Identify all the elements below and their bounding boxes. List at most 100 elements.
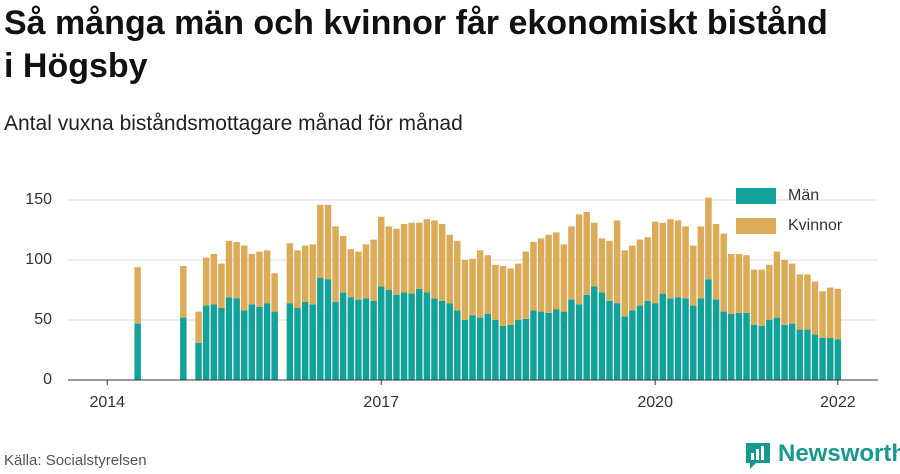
bar-segment — [804, 329, 811, 380]
legend-label: Män — [788, 187, 819, 204]
bar-segment — [347, 297, 355, 380]
bar-segment — [446, 234, 453, 304]
bar-segment — [202, 257, 210, 306]
bar-segment — [796, 329, 803, 380]
source: Källa: Socialstyrelsen — [4, 452, 147, 469]
bar-segment — [621, 316, 629, 380]
bar-segment — [781, 324, 788, 380]
bar-segment — [416, 222, 423, 289]
bar-segment — [225, 240, 233, 298]
bar-segment — [834, 288, 842, 340]
bar-segment — [492, 264, 499, 320]
bar-segment — [180, 317, 187, 380]
bar-segment — [720, 311, 727, 380]
bar-segment — [743, 312, 750, 380]
bar-segment — [370, 239, 377, 301]
bar-segment — [218, 263, 225, 308]
bar-segment — [309, 244, 316, 305]
bar-segment — [758, 326, 765, 380]
bar-segment — [819, 291, 826, 338]
title: Så många män och kvinnor får ekonomiskt … — [4, 4, 828, 85]
bar-segment — [575, 214, 583, 305]
bar-segment — [804, 274, 811, 330]
bar-segment — [644, 300, 651, 380]
bar-segment — [271, 273, 278, 312]
y-tick-label: 100 — [25, 251, 52, 268]
bar-segment — [834, 339, 842, 380]
bar-segment — [202, 305, 210, 380]
bar-segment — [591, 222, 598, 287]
bar-segment — [393, 294, 400, 380]
bar-segment — [705, 197, 712, 280]
bar-segment — [667, 219, 674, 299]
legend-swatch — [736, 188, 776, 204]
bar-segment — [560, 244, 568, 312]
bar-segment — [629, 245, 636, 311]
bar-segment — [712, 299, 720, 380]
bar-segment — [827, 338, 834, 380]
bar-segment — [301, 245, 309, 302]
bar-segment — [324, 204, 332, 280]
bar-segment — [712, 224, 720, 300]
bar-segment — [134, 267, 141, 324]
bar-segment — [400, 224, 408, 293]
bar-segment — [377, 216, 385, 287]
bar-segment — [499, 326, 507, 380]
bar-segment — [218, 308, 225, 380]
bar-segment — [469, 258, 476, 316]
bar-segment — [431, 298, 438, 380]
bar-segment — [568, 299, 575, 380]
bar-segment — [697, 298, 705, 380]
bar-segment — [332, 302, 339, 380]
bar-segment — [271, 311, 278, 380]
bar-segment — [423, 292, 431, 380]
bar-segment — [553, 232, 560, 310]
bar-segment — [324, 279, 332, 380]
y-tick-label: 150 — [25, 191, 52, 208]
bar-segment — [301, 302, 309, 380]
bar-segment — [766, 264, 773, 320]
x-tick-label: 2014 — [89, 394, 125, 411]
bar-segment — [735, 312, 743, 380]
x-tick-label: 2017 — [363, 394, 399, 411]
bar-segment — [583, 294, 590, 380]
bar-segment — [385, 226, 393, 290]
bar-segment — [796, 274, 803, 330]
bar-segment — [492, 320, 499, 380]
bar-segment — [651, 303, 659, 380]
bar-segment — [362, 244, 370, 299]
bar-segment — [454, 240, 461, 311]
x-tick-label: 2022 — [820, 394, 856, 411]
bar-segment — [530, 242, 537, 311]
legend-label: Kvinnor — [788, 217, 843, 234]
bar-segment — [210, 254, 218, 305]
y-tick-label: 50 — [34, 311, 52, 328]
bar-segment — [393, 228, 400, 295]
bar-segment — [682, 226, 689, 299]
bar-segment — [537, 238, 545, 312]
bar-segment — [256, 306, 263, 380]
bar-segment — [286, 243, 294, 304]
bar-segment — [507, 268, 514, 325]
bar-segment — [332, 226, 339, 302]
bar-segment — [598, 292, 606, 380]
bar-segment — [659, 222, 666, 294]
bar-segment — [560, 311, 568, 380]
bar-segment — [750, 269, 758, 325]
bar-segment — [195, 342, 202, 380]
bar-segment — [743, 255, 750, 313]
bar-segment — [636, 305, 644, 380]
bar-segment — [537, 311, 545, 380]
bar-segment — [811, 281, 819, 335]
bar-segment — [408, 222, 415, 294]
bar-segment — [286, 303, 294, 380]
logo-icon — [746, 443, 770, 469]
bar-segment — [438, 224, 446, 301]
bar-segment — [811, 334, 819, 380]
bar-segment — [317, 204, 324, 278]
bar-segment — [697, 226, 705, 299]
bar-segment — [674, 297, 682, 380]
bar-segment — [674, 220, 682, 298]
bar-segment — [606, 240, 613, 301]
bar-segment — [598, 238, 606, 293]
